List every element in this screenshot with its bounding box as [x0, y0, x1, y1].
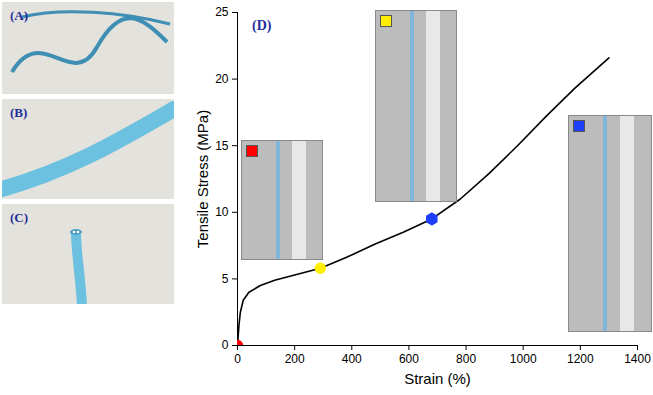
- svg-text:20: 20: [215, 72, 229, 86]
- svg-text:5: 5: [222, 272, 229, 286]
- svg-text:200: 200: [285, 352, 305, 366]
- svg-text:10: 10: [215, 205, 229, 219]
- svg-text:400: 400: [342, 352, 362, 366]
- svg-text:600: 600: [399, 352, 419, 366]
- svg-text:0: 0: [222, 338, 229, 352]
- svg-text:15: 15: [215, 139, 229, 153]
- html-text:(C): (C): [10, 210, 28, 225]
- svg-text:1200: 1200: [567, 352, 594, 366]
- svg-text:1000: 1000: [510, 352, 537, 366]
- svg-text:Strain (%): Strain (%): [404, 370, 471, 387]
- svg-text:800: 800: [456, 352, 476, 366]
- html-text:(D): (D): [252, 18, 272, 33]
- html-text:(A): (A): [10, 8, 28, 23]
- html-text:(B): (B): [10, 105, 28, 120]
- svg-text:25: 25: [215, 5, 229, 19]
- svg-text:0: 0: [234, 352, 241, 366]
- svg-text:Tensile Stress (MPa): Tensile Stress (MPa): [194, 110, 211, 248]
- svg-text:1400: 1400: [624, 352, 651, 366]
